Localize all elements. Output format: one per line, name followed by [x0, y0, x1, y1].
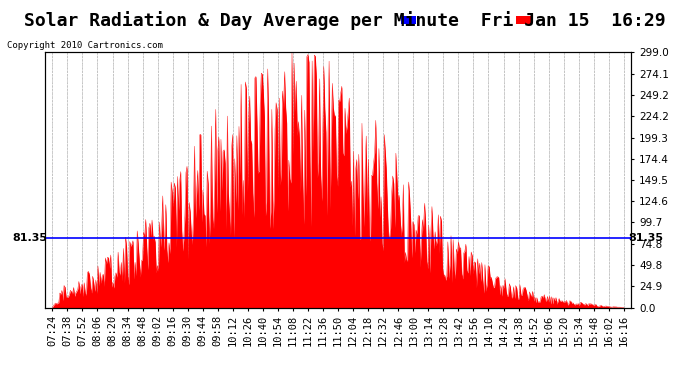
Text: 81.35: 81.35: [629, 233, 663, 243]
Text: Solar Radiation & Day Average per Minute  Fri Jan 15  16:29: Solar Radiation & Day Average per Minute…: [24, 11, 666, 30]
Text: 81.35: 81.35: [13, 233, 48, 243]
Legend: Median (w/m2), Radiation (w/m2): Median (w/m2), Radiation (w/m2): [397, 12, 627, 29]
Text: Copyright 2010 Cartronics.com: Copyright 2010 Cartronics.com: [7, 41, 163, 50]
